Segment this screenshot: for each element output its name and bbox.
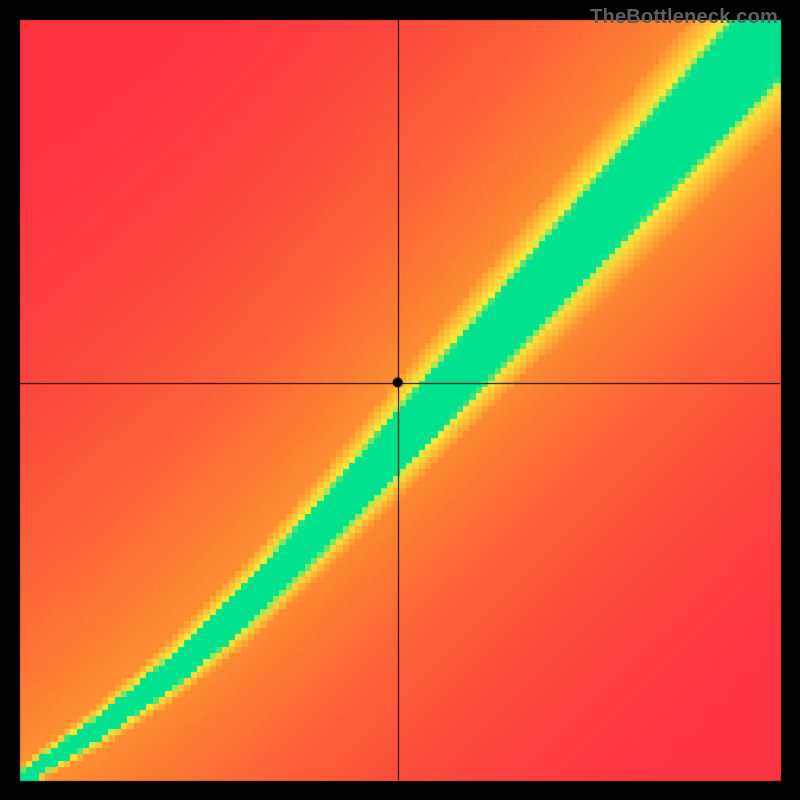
attribution-label: TheBottleneck.com (590, 6, 778, 29)
bottleneck-heatmap (0, 0, 800, 800)
chart-container: TheBottleneck.com (0, 0, 800, 800)
